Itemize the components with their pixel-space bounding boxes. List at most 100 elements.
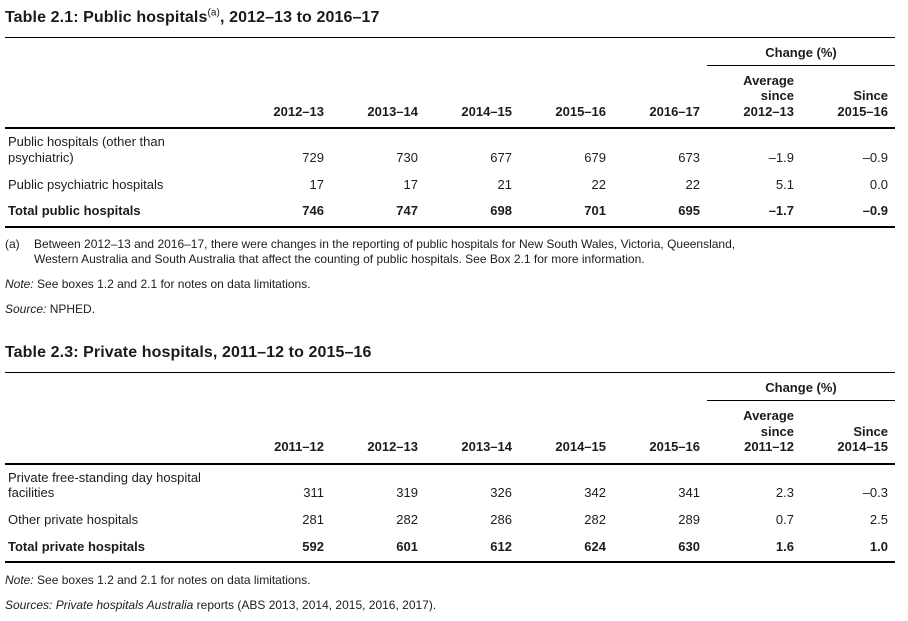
sources-label: Sources: [5, 598, 53, 613]
footnote-text: Between 2012–13 and 2016–17, there were … [34, 236, 736, 267]
average-since-column-header: Average since 2011–12 [707, 400, 801, 465]
cell-value: 286 [490, 512, 512, 528]
row-label: Total public hospitals [5, 198, 237, 228]
cell-value: 601 [331, 533, 425, 564]
note-text: See boxes 1.2 and 2.1 for notes on data … [37, 573, 311, 588]
since-column-header: Since 2014–15 [801, 400, 895, 465]
cell-value: 17 [403, 176, 418, 192]
cell-value: 17 [309, 176, 324, 192]
cell-value: 746 [237, 198, 331, 228]
table-2-3-section: Table 2.3: Private hospitals, 2011–12 to… [5, 335, 895, 613]
change-header-row: Change (%) [5, 373, 895, 402]
cell-value: 281 [302, 512, 324, 528]
cell-value: 729 [302, 149, 324, 165]
footnote-a: (a) Between 2012–13 and 2016–17, there w… [5, 237, 895, 268]
row-label: Public psychiatric hospitals [8, 176, 164, 192]
note-line: Note: See boxes 1.2 and 2.1 for notes on… [5, 277, 895, 292]
cell-value: 289 [678, 512, 700, 528]
cell-value: 747 [331, 198, 425, 228]
cell-value: 342 [584, 485, 606, 501]
year-column-header: 2012–13 [331, 400, 425, 465]
total-row: Total public hospitals 746 747 698 701 6… [5, 198, 895, 228]
year-column-header: 2013–14 [331, 65, 425, 130]
cell-value: 0.7 [775, 512, 794, 528]
note-label: Note: [5, 573, 34, 588]
cell-value: 630 [613, 533, 707, 564]
cell-value: 282 [584, 512, 606, 528]
cell-value: –0.3 [862, 485, 888, 501]
cell-value: 592 [237, 533, 331, 564]
cell-value: –1.7 [707, 198, 801, 228]
cell-value: 319 [396, 485, 418, 501]
change-header-spacer [5, 38, 707, 65]
cell-value: 701 [519, 198, 613, 228]
cell-value: 22 [591, 176, 606, 192]
cell-value: 1.0 [801, 533, 895, 564]
row-label-header [5, 65, 237, 130]
year-column-header: 2012–13 [237, 65, 331, 130]
table-row: Public psychiatric hospitals 17 17 21 22… [5, 172, 895, 199]
cell-value: 282 [396, 512, 418, 528]
table-2-3-title: Table 2.3: Private hospitals, 2011–12 to… [5, 335, 895, 374]
sources-line: Sources: Private hospitals Australia rep… [5, 598, 895, 613]
row-label: Total private hospitals [5, 533, 237, 564]
table-2-1-title-text: Table 2.1: Public hospitals [5, 9, 208, 26]
cell-value: 698 [425, 198, 519, 228]
cell-value: 1.6 [707, 533, 801, 564]
table-2-1-title: Table 2.1: Public hospitals(a), 2012–13 … [5, 0, 895, 38]
private-hospitals-table: Change (%) 2011–12 2012–13 2013–14 2014–… [5, 373, 895, 564]
cell-value: 679 [584, 149, 606, 165]
year-column-header: 2013–14 [425, 400, 519, 465]
change-percent-header: Change (%) [707, 373, 895, 402]
row-label: Other private hospitals [8, 512, 139, 528]
sources-publication-title: Private hospitals Australia [55, 598, 194, 613]
note-line: Note: See boxes 1.2 and 2.1 for notes on… [5, 573, 895, 588]
table-row: Public hospitals (other than psychiatric… [5, 128, 895, 171]
source-text: NPHED. [49, 302, 96, 317]
cell-value: 677 [490, 149, 512, 165]
year-column-header: 2014–15 [519, 400, 613, 465]
cell-value: 2.5 [869, 512, 888, 528]
cell-value: 2.3 [775, 485, 794, 501]
cell-value: 695 [613, 198, 707, 228]
year-column-header: 2015–16 [519, 65, 613, 130]
table-2-3-title-text: Table 2.3: Private hospitals, 2011–12 to… [5, 344, 372, 362]
column-header-row: 2012–13 2013–14 2014–15 2015–16 2016–17 … [5, 65, 895, 130]
total-row: Total private hospitals 592 601 612 624 … [5, 533, 895, 564]
year-column-header: 2014–15 [425, 65, 519, 130]
footnote-marker: (a) [5, 236, 20, 251]
cell-value: 624 [519, 533, 613, 564]
cell-value: –0.9 [801, 198, 895, 228]
change-header-spacer [5, 373, 707, 400]
since-column-header: Since 2015–16 [801, 65, 895, 130]
year-column-header: 2016–17 [613, 65, 707, 130]
cell-value: –0.9 [862, 149, 888, 165]
average-since-column-header: Average since 2012–13 [707, 65, 801, 130]
column-header-row: 2011–12 2012–13 2013–14 2014–15 2015–16 … [5, 400, 895, 465]
public-hospitals-table: Change (%) 2012–13 2013–14 2014–15 2015–… [5, 38, 895, 228]
cell-value: 0.0 [869, 176, 888, 192]
cell-value: 326 [490, 485, 512, 501]
note-label: Note: [5, 277, 34, 292]
cell-value: 612 [425, 533, 519, 564]
table-row: Other private hospitals 281 282 286 282 … [5, 507, 895, 534]
row-label: Private free-standing day hospital facil… [8, 469, 201, 501]
cell-value: 673 [678, 149, 700, 165]
sources-text: reports (ABS 2013, 2014, 2015, 2016, 201… [196, 598, 437, 613]
cell-value: 22 [685, 176, 700, 192]
row-label: Public hospitals (other than psychiatric… [8, 134, 165, 165]
cell-value: 5.1 [775, 176, 794, 192]
footnote-a-marker-sup: (a) [207, 7, 220, 19]
table-2-1-section: Table 2.1: Public hospitals(a), 2012–13 … [5, 0, 895, 317]
source-label: Source: [5, 302, 47, 317]
year-column-header: 2011–12 [237, 400, 331, 465]
table-2-1-title-years: , 2012–13 to 2016–17 [219, 9, 380, 26]
year-column-header: 2015–16 [613, 400, 707, 465]
note-text: See boxes 1.2 and 2.1 for notes on data … [37, 277, 311, 292]
cell-value: 21 [497, 176, 512, 192]
source-line: Source: NPHED. [5, 302, 895, 317]
change-header-row: Change (%) [5, 38, 895, 66]
cell-value: –1.9 [768, 149, 794, 165]
cell-value: 341 [678, 485, 700, 501]
